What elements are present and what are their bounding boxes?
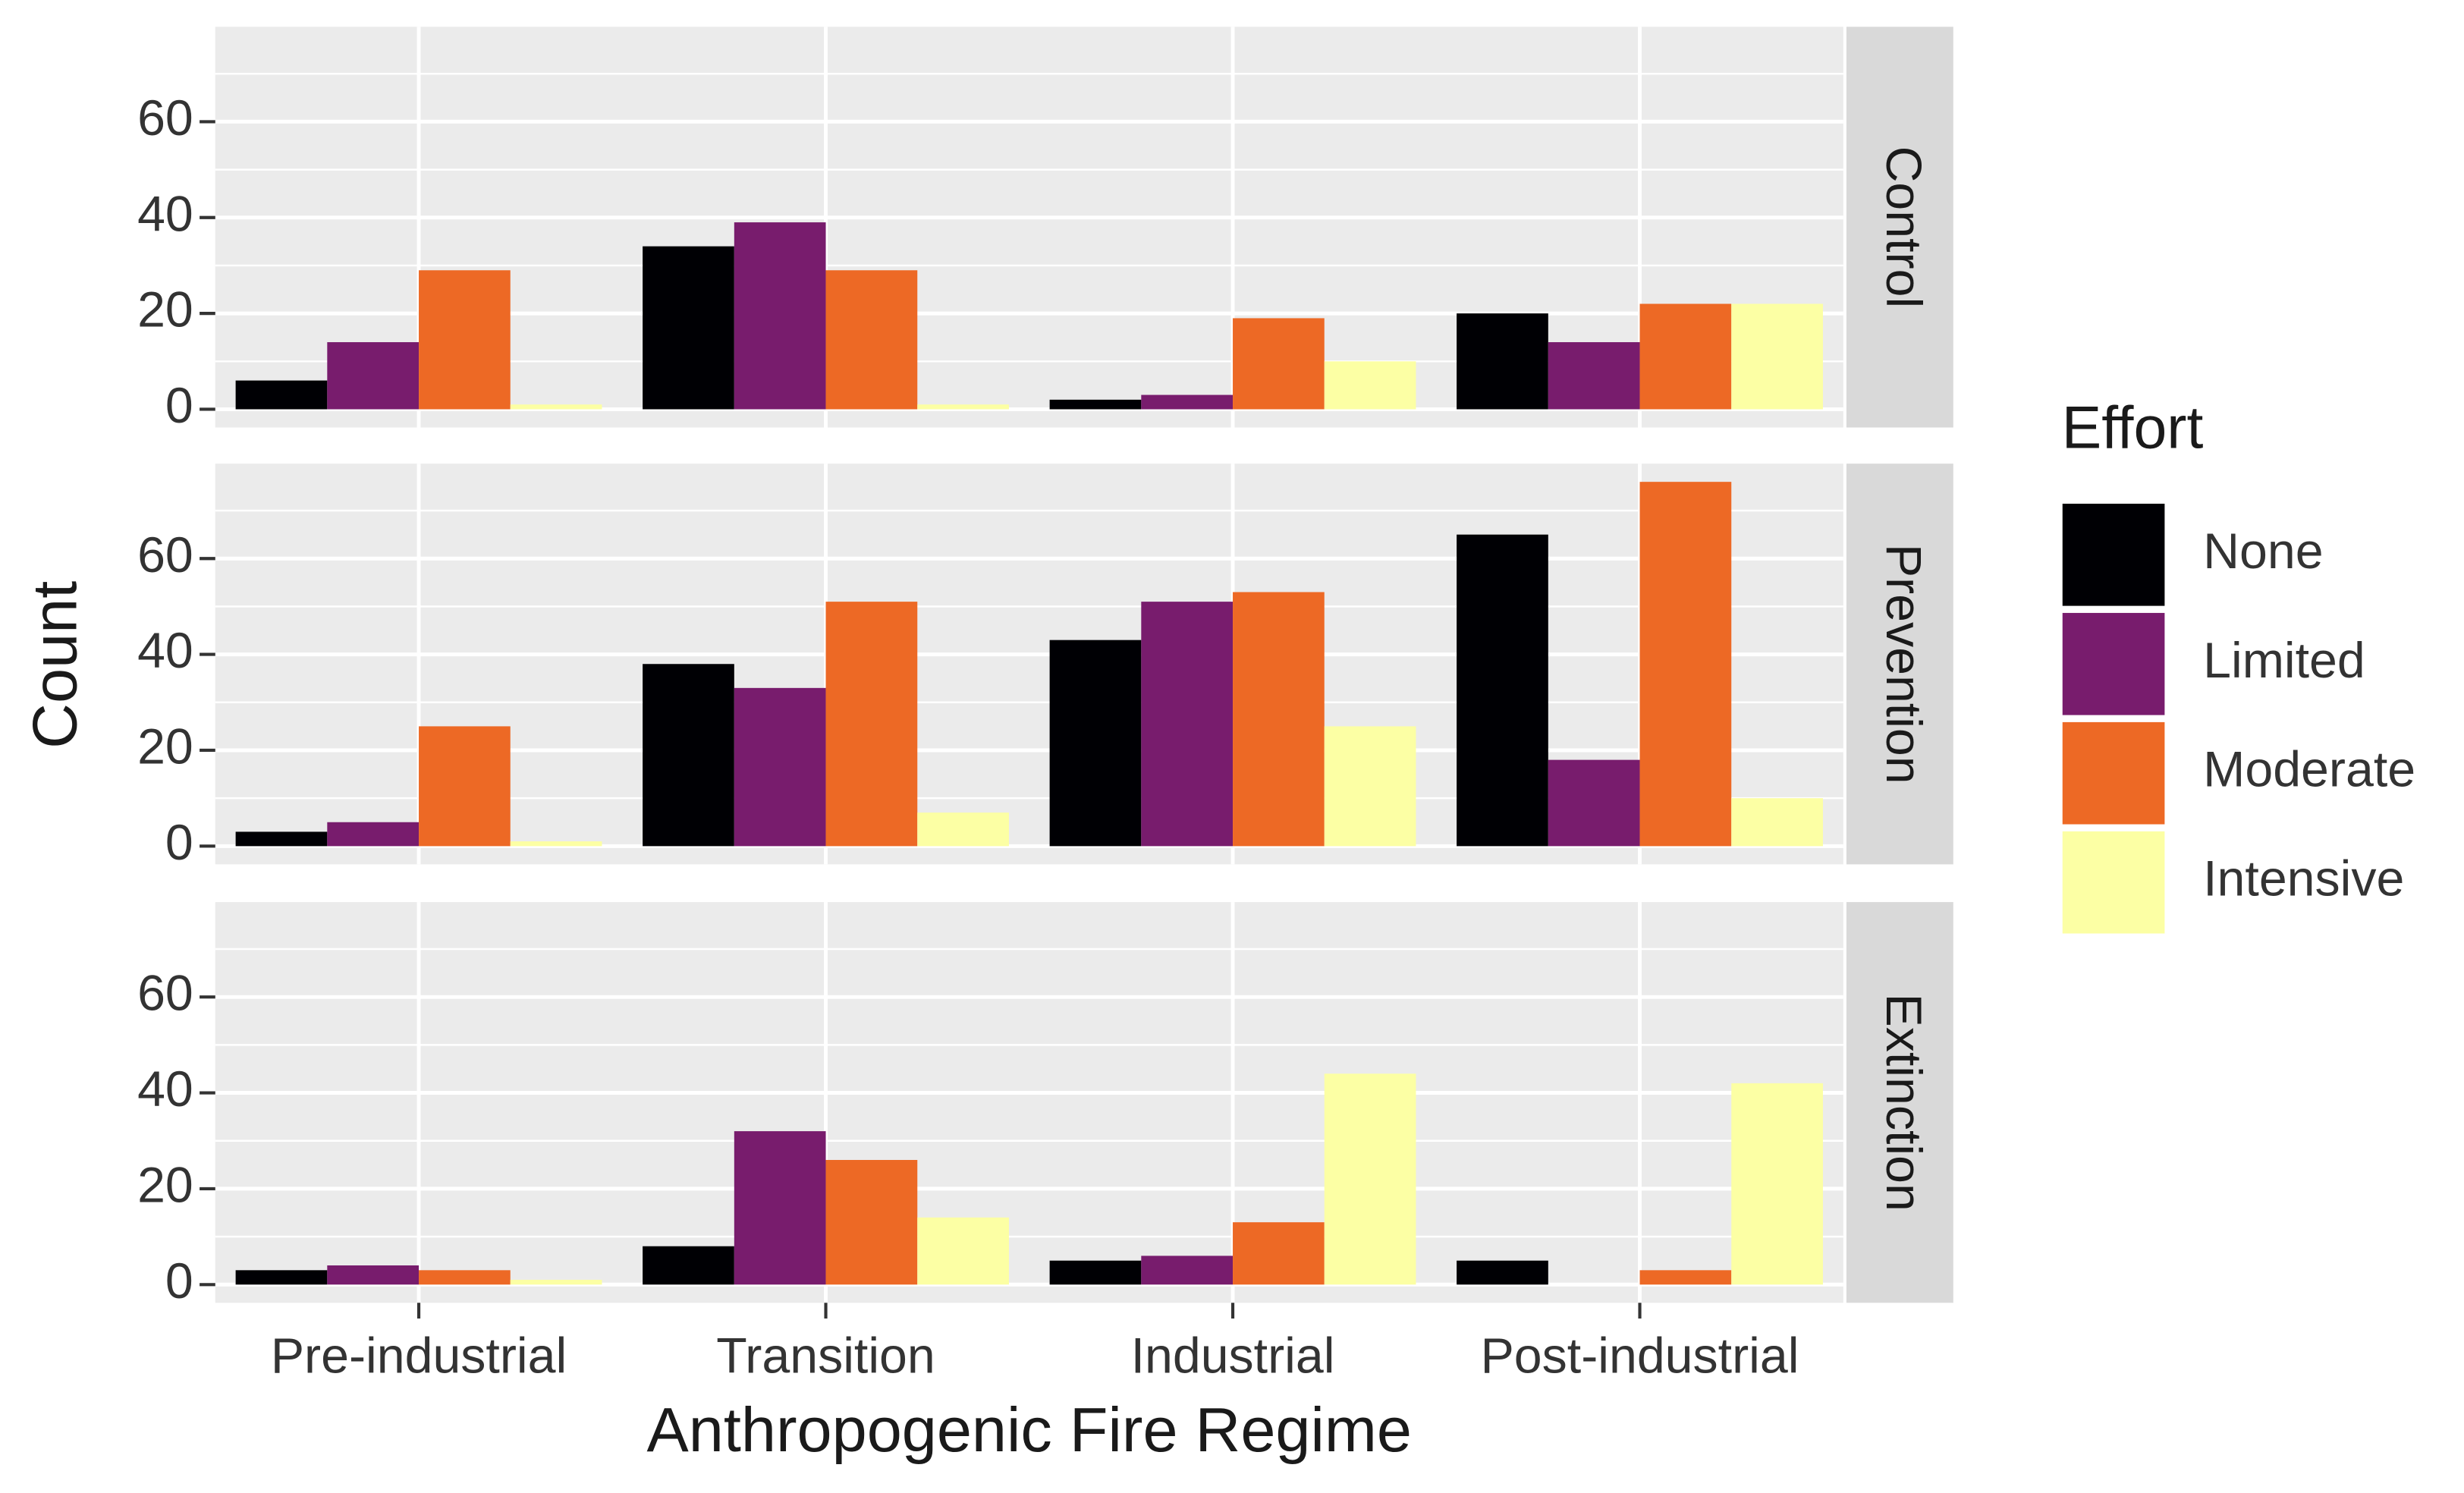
- legend-key: [2060, 501, 2167, 608]
- bar: [1457, 313, 1548, 410]
- bar: [510, 404, 602, 410]
- bar: [917, 404, 1009, 410]
- y-tick-label: 40: [137, 1061, 193, 1117]
- y-tick-label: 20: [137, 282, 193, 338]
- y-tick-label: 60: [137, 90, 193, 146]
- legend-key: [2060, 829, 2167, 935]
- bar: [1731, 798, 1823, 847]
- y-axis-title: Count: [20, 581, 90, 749]
- y-tick-label: 40: [137, 623, 193, 679]
- bar: [1233, 1222, 1325, 1285]
- strip-label: Prevention: [1875, 544, 1931, 784]
- y-tick-label: 60: [137, 966, 193, 1022]
- x-tick-label: Post-industrial: [1481, 1328, 1799, 1384]
- bar: [1639, 303, 1732, 410]
- x-tick-label: Industrial: [1131, 1328, 1335, 1384]
- bar: [1233, 592, 1325, 847]
- bar: [327, 822, 420, 847]
- bar: [1457, 534, 1548, 847]
- bar: [1049, 399, 1142, 410]
- bar: [1457, 1260, 1548, 1285]
- bar: [917, 813, 1009, 847]
- legend-key: [2060, 611, 2167, 717]
- bar: [1639, 482, 1732, 847]
- legend-key: [2060, 720, 2167, 826]
- x-tick-label: Pre-industrial: [271, 1328, 567, 1384]
- y-tick-label: 20: [137, 1157, 193, 1213]
- y-tick-label: 0: [165, 815, 193, 871]
- strip-label: Control: [1875, 146, 1931, 309]
- bar: [510, 841, 602, 847]
- bar: [643, 246, 734, 410]
- bar: [419, 1270, 511, 1285]
- bar: [1141, 394, 1234, 410]
- bar: [1324, 726, 1416, 847]
- bar: [1324, 361, 1416, 410]
- y-tick-label: 60: [137, 527, 193, 583]
- bar: [419, 270, 511, 410]
- y-tick-label: 0: [165, 378, 193, 434]
- strip-background: [1846, 464, 1953, 865]
- bar: [917, 1217, 1009, 1285]
- strip-background: [1846, 27, 1953, 428]
- y-tick-label: 40: [137, 186, 193, 242]
- bar: [1548, 759, 1640, 847]
- legend-label: None: [2203, 523, 2323, 580]
- bar: [1731, 1083, 1823, 1285]
- x-axis-title: Anthropogenic Fire Regime: [647, 1394, 1412, 1465]
- bar: [327, 342, 420, 410]
- bar: [734, 687, 826, 847]
- bar: [734, 222, 826, 410]
- x-tick-label: Transition: [716, 1328, 935, 1384]
- bar: [734, 1131, 826, 1285]
- bar: [825, 602, 918, 847]
- panel-background: [215, 902, 1843, 1303]
- bar: [1141, 602, 1234, 847]
- legend-title: Effort: [2062, 394, 2204, 461]
- strip-label: Extinction: [1875, 994, 1931, 1212]
- bar: [1731, 303, 1823, 410]
- legend-label: Moderate: [2203, 742, 2415, 798]
- legend-label: Limited: [2203, 633, 2365, 689]
- bar: [825, 1159, 918, 1285]
- strip-background: [1846, 902, 1953, 1303]
- bar: [1049, 640, 1142, 847]
- bar: [643, 664, 734, 847]
- y-tick-label: 0: [165, 1253, 193, 1309]
- bar: [510, 1279, 602, 1285]
- bar: [235, 831, 328, 847]
- bar: [235, 1270, 328, 1285]
- legend-label: Intensive: [2203, 851, 2404, 907]
- bar: [1639, 1270, 1732, 1285]
- bar: [1141, 1256, 1234, 1285]
- bar: [327, 1265, 420, 1285]
- bar: [419, 726, 511, 847]
- bar: [235, 380, 328, 410]
- y-tick-label: 20: [137, 718, 193, 775]
- bar: [1548, 342, 1640, 410]
- bar: [1049, 1260, 1142, 1285]
- bar: [1324, 1073, 1416, 1285]
- bar: [825, 270, 918, 410]
- bar: [643, 1246, 734, 1285]
- bar: [1233, 318, 1325, 410]
